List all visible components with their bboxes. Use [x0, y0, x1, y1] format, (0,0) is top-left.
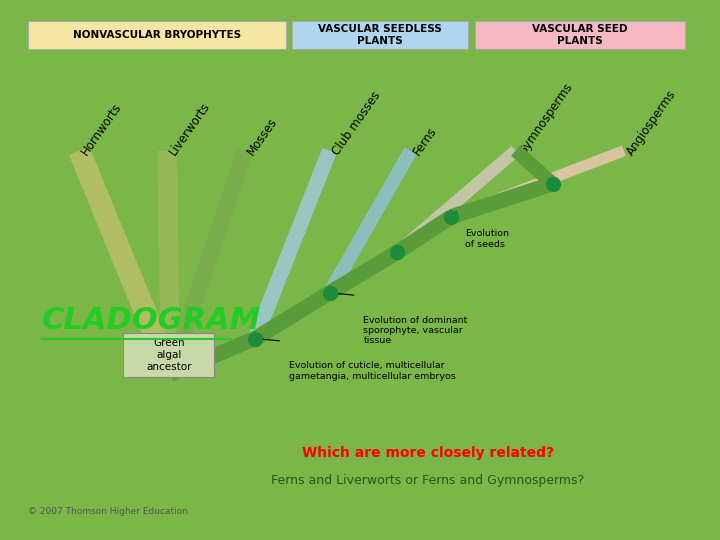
Text: Hornworts: Hornworts: [79, 101, 125, 158]
Text: VASCULAR SEED
PLANTS: VASCULAR SEED PLANTS: [532, 24, 628, 46]
Text: Which are more closely related?: Which are more closely related?: [302, 446, 554, 460]
Text: CLADOGRAM: CLADOGRAM: [42, 306, 261, 335]
Text: Evolution of dominant
sporophyte, vascular
tissue: Evolution of dominant sporophyte, vascul…: [364, 316, 468, 346]
FancyBboxPatch shape: [292, 21, 468, 49]
Text: © 2007 Thomson Higher Education: © 2007 Thomson Higher Education: [28, 507, 189, 516]
Text: Liverworts: Liverworts: [167, 100, 213, 158]
Text: Angiosperms: Angiosperms: [624, 88, 679, 158]
Text: VASCULAR SEEDLESS
PLANTS: VASCULAR SEEDLESS PLANTS: [318, 24, 442, 46]
Text: Gymnosperms: Gymnosperms: [516, 80, 575, 158]
Text: Evolution of cuticle, multicellular
gametangia, multicellular embryos: Evolution of cuticle, multicellular game…: [289, 361, 456, 381]
Text: Club mosses: Club mosses: [330, 90, 383, 158]
Text: Green
algal
ancestor: Green algal ancestor: [146, 339, 192, 372]
Text: Ferns: Ferns: [410, 125, 439, 158]
FancyBboxPatch shape: [28, 21, 286, 49]
FancyBboxPatch shape: [475, 21, 685, 49]
Text: Mosses: Mosses: [245, 116, 280, 158]
Text: NONVASCULAR BRYOPHYTES: NONVASCULAR BRYOPHYTES: [73, 30, 241, 40]
Text: Ferns and Liverworts or Ferns and Gymnosperms?: Ferns and Liverworts or Ferns and Gymnos…: [271, 474, 584, 487]
Text: Evolution
of seeds: Evolution of seeds: [465, 230, 509, 249]
FancyBboxPatch shape: [123, 333, 215, 376]
